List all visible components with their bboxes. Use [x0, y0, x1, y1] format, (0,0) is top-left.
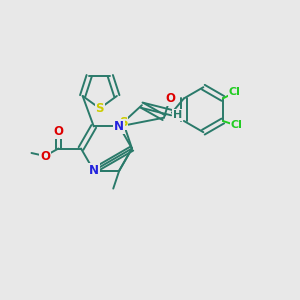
Text: N: N [114, 120, 124, 133]
Text: O: O [40, 149, 50, 163]
Text: O: O [165, 92, 175, 105]
Text: Cl: Cl [229, 87, 241, 98]
Text: S: S [95, 102, 104, 115]
Text: Cl: Cl [230, 120, 242, 130]
Text: O: O [53, 125, 64, 139]
Text: N: N [89, 164, 99, 177]
Text: H: H [172, 110, 182, 120]
Text: S: S [119, 116, 128, 129]
